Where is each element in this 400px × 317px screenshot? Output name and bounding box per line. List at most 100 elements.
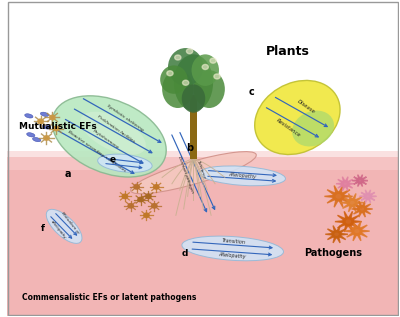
Bar bbox=[7, 151, 399, 170]
Polygon shape bbox=[360, 175, 362, 179]
Bar bbox=[7, 157, 399, 316]
Ellipse shape bbox=[52, 96, 166, 177]
Polygon shape bbox=[369, 192, 375, 196]
Text: Resistance: Resistance bbox=[275, 118, 302, 138]
Ellipse shape bbox=[182, 84, 205, 113]
Polygon shape bbox=[360, 182, 362, 186]
Polygon shape bbox=[325, 233, 334, 235]
Polygon shape bbox=[352, 205, 356, 212]
Bar bbox=[190, 95, 197, 158]
Ellipse shape bbox=[174, 54, 213, 111]
Polygon shape bbox=[338, 223, 346, 228]
Circle shape bbox=[365, 194, 371, 199]
Polygon shape bbox=[342, 195, 353, 197]
Polygon shape bbox=[347, 184, 353, 188]
Ellipse shape bbox=[200, 166, 286, 186]
Polygon shape bbox=[358, 182, 360, 186]
Circle shape bbox=[54, 126, 59, 131]
Text: Dormant pathogen: Dormant pathogen bbox=[177, 156, 194, 194]
Circle shape bbox=[50, 115, 55, 120]
Text: Mutualistic EFs: Mutualistic EFs bbox=[19, 122, 97, 132]
Polygon shape bbox=[360, 230, 370, 232]
Circle shape bbox=[167, 71, 173, 76]
Ellipse shape bbox=[194, 70, 225, 108]
Polygon shape bbox=[335, 221, 345, 223]
Ellipse shape bbox=[168, 48, 203, 86]
Text: f: f bbox=[41, 224, 45, 233]
Polygon shape bbox=[342, 177, 345, 182]
Circle shape bbox=[154, 185, 159, 189]
Polygon shape bbox=[338, 215, 346, 221]
Polygon shape bbox=[338, 184, 344, 188]
Text: Transition: Transition bbox=[221, 238, 246, 245]
Polygon shape bbox=[344, 211, 348, 219]
Text: Allelopathy: Allelopathy bbox=[228, 172, 257, 179]
Text: c: c bbox=[248, 87, 254, 97]
Circle shape bbox=[134, 185, 139, 189]
Ellipse shape bbox=[32, 138, 41, 142]
Polygon shape bbox=[368, 190, 370, 195]
Polygon shape bbox=[354, 181, 359, 184]
Text: Commensalistic EFs or latent pathogens: Commensalistic EFs or latent pathogens bbox=[22, 293, 196, 302]
Text: Symbiotic sheltering: Symbiotic sheltering bbox=[106, 104, 144, 132]
Polygon shape bbox=[364, 210, 371, 214]
Polygon shape bbox=[324, 195, 335, 197]
Polygon shape bbox=[338, 235, 346, 240]
Polygon shape bbox=[342, 197, 350, 202]
Ellipse shape bbox=[40, 112, 49, 116]
Circle shape bbox=[210, 58, 216, 63]
Polygon shape bbox=[369, 197, 375, 200]
Polygon shape bbox=[354, 204, 362, 208]
Polygon shape bbox=[336, 236, 340, 243]
Ellipse shape bbox=[42, 125, 51, 129]
Polygon shape bbox=[340, 202, 349, 204]
Circle shape bbox=[38, 119, 43, 123]
Polygon shape bbox=[333, 226, 337, 232]
Circle shape bbox=[186, 49, 193, 54]
Polygon shape bbox=[359, 225, 367, 230]
Polygon shape bbox=[348, 211, 352, 219]
Text: Tolerance: Tolerance bbox=[196, 160, 207, 180]
Polygon shape bbox=[345, 185, 348, 191]
Polygon shape bbox=[347, 225, 355, 230]
Polygon shape bbox=[357, 233, 361, 241]
Polygon shape bbox=[347, 179, 353, 183]
Circle shape bbox=[128, 204, 134, 208]
Text: Phytohormone: Phytohormone bbox=[92, 129, 120, 150]
Text: Disease: Disease bbox=[296, 99, 316, 115]
Ellipse shape bbox=[25, 114, 33, 118]
Polygon shape bbox=[328, 235, 335, 240]
Polygon shape bbox=[364, 204, 371, 208]
Polygon shape bbox=[352, 221, 362, 223]
Polygon shape bbox=[333, 236, 337, 243]
Ellipse shape bbox=[131, 152, 256, 194]
Circle shape bbox=[182, 80, 189, 85]
Circle shape bbox=[214, 74, 220, 79]
Polygon shape bbox=[341, 197, 350, 203]
Polygon shape bbox=[344, 230, 354, 232]
Polygon shape bbox=[348, 224, 352, 232]
Ellipse shape bbox=[182, 236, 284, 261]
Circle shape bbox=[342, 181, 349, 187]
Polygon shape bbox=[342, 185, 345, 191]
Circle shape bbox=[122, 194, 128, 198]
Polygon shape bbox=[348, 205, 352, 212]
Polygon shape bbox=[354, 197, 362, 202]
Circle shape bbox=[152, 204, 157, 208]
Polygon shape bbox=[354, 177, 359, 180]
Polygon shape bbox=[361, 197, 367, 200]
Circle shape bbox=[332, 231, 341, 238]
Polygon shape bbox=[362, 211, 365, 217]
Text: b: b bbox=[186, 143, 193, 152]
Polygon shape bbox=[350, 215, 359, 221]
Polygon shape bbox=[338, 185, 343, 194]
Ellipse shape bbox=[46, 209, 82, 243]
Polygon shape bbox=[359, 211, 362, 217]
Ellipse shape bbox=[80, 112, 146, 155]
Text: Pathogens: Pathogens bbox=[304, 248, 362, 258]
Polygon shape bbox=[365, 190, 368, 195]
Circle shape bbox=[358, 206, 366, 212]
Text: e: e bbox=[109, 155, 115, 164]
Polygon shape bbox=[361, 177, 366, 180]
Ellipse shape bbox=[162, 70, 194, 108]
